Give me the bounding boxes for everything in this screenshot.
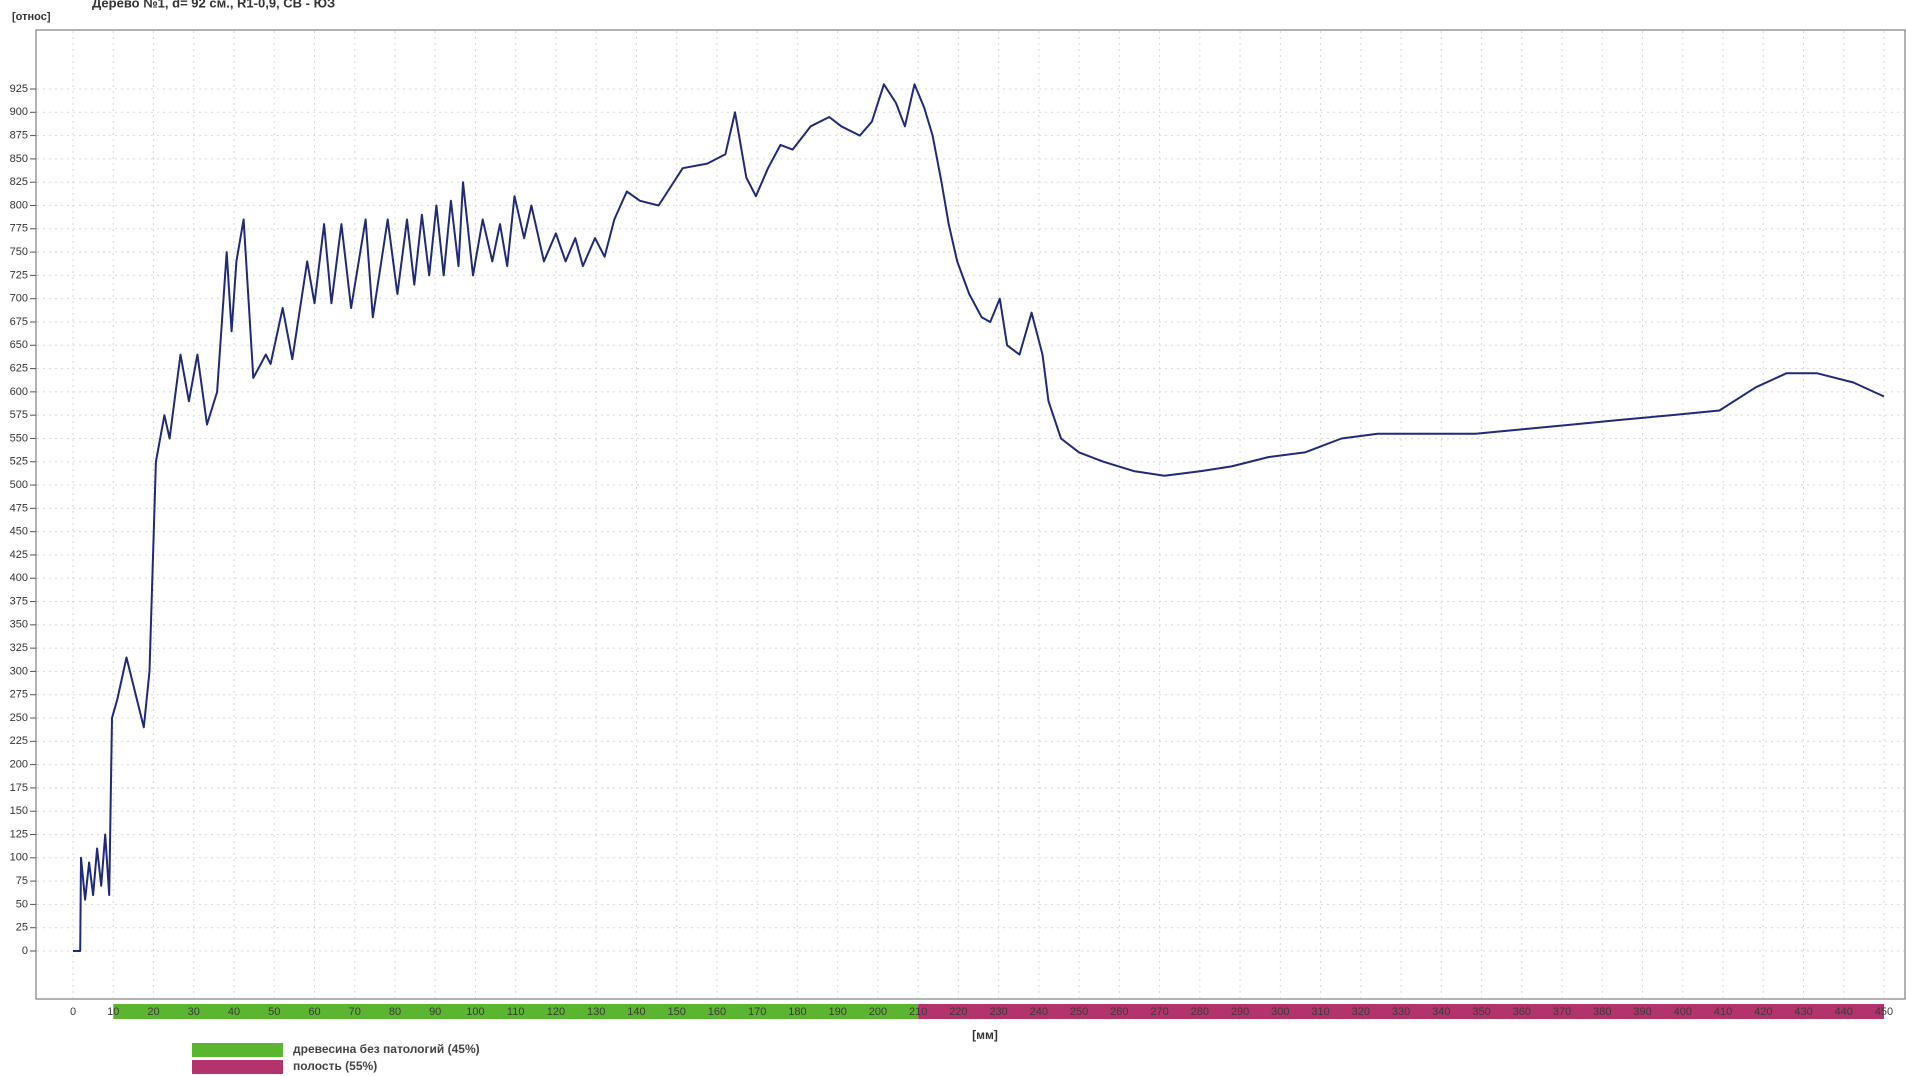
x-tick-label: 140: [627, 1006, 645, 1018]
x-tick-label: 260: [1110, 1006, 1128, 1018]
y-tick-label: 225: [10, 735, 28, 747]
x-tick-label: 370: [1553, 1006, 1571, 1018]
y-tick-label: 200: [10, 759, 28, 771]
y-tick-label: 575: [10, 409, 28, 421]
y-tick-label: 350: [10, 619, 28, 631]
y-tick-label: 800: [10, 199, 28, 211]
x-tick-label: 380: [1593, 1006, 1611, 1018]
x-tick-label: 150: [667, 1006, 685, 1018]
x-tick-label: 240: [1030, 1006, 1048, 1018]
x-tick-label: 420: [1754, 1006, 1772, 1018]
y-tick-label: 100: [10, 852, 28, 864]
x-tick-label: 400: [1674, 1006, 1692, 1018]
x-tick-label: 0: [70, 1006, 76, 1018]
x-tick-label: 60: [308, 1006, 320, 1018]
x-tick-label: 360: [1513, 1006, 1531, 1018]
x-tick-label: 300: [1271, 1006, 1289, 1018]
x-tick-label: 90: [429, 1006, 441, 1018]
y-tick-label: 700: [10, 293, 28, 305]
y-tick-label: 625: [10, 362, 28, 374]
y-tick-label: 825: [10, 176, 28, 188]
y-tick-label: 25: [16, 922, 28, 934]
y-tick-label: 325: [10, 642, 28, 654]
y-tick-label: 50: [16, 898, 28, 910]
x-tick-label: 450: [1875, 1006, 1893, 1018]
x-tick-label: 250: [1070, 1006, 1088, 1018]
y-tick-label: 0: [22, 945, 28, 957]
y-tick-label: 250: [10, 712, 28, 724]
x-axis-label: [мм]: [972, 1028, 998, 1042]
x-tick-label: 30: [188, 1006, 200, 1018]
y-tick-label: 925: [10, 83, 28, 95]
y-tick-label: 875: [10, 130, 28, 142]
x-tick-label: 290: [1231, 1006, 1249, 1018]
y-tick-label: 850: [10, 153, 28, 165]
plot-frame: [35, 29, 1906, 1000]
x-tick-label: 190: [828, 1006, 846, 1018]
x-tick-label: 110: [507, 1006, 525, 1018]
x-tick-label: 20: [147, 1006, 159, 1018]
x-tick-label: 70: [349, 1006, 361, 1018]
x-tick-label: 10: [107, 1006, 119, 1018]
x-tick-label: 230: [989, 1006, 1007, 1018]
y-tick-label: 175: [10, 782, 28, 794]
y-tick-label: 75: [16, 875, 28, 887]
y-tick-label: 275: [10, 689, 28, 701]
zone-bar: [113, 1004, 919, 1019]
legend-swatch: [192, 1060, 283, 1074]
x-tick-label: 270: [1150, 1006, 1168, 1018]
chart-title: Дерево №1, d= 92 см., R1-0,9, СВ - ЮЗ: [92, 0, 335, 10]
y-tick-label: 750: [10, 246, 28, 258]
x-tick-label: 180: [788, 1006, 806, 1018]
x-tick-label: 160: [708, 1006, 726, 1018]
x-tick-label: 430: [1794, 1006, 1812, 1018]
y-tick-label: 775: [10, 223, 28, 235]
data-line: [73, 83, 1885, 952]
x-tick-label: 390: [1633, 1006, 1651, 1018]
legend-label: полость (55%): [293, 1059, 377, 1073]
x-tick-label: 220: [949, 1006, 967, 1018]
y-tick-label: 125: [10, 828, 28, 840]
x-tick-label: 80: [389, 1006, 401, 1018]
x-tick-label: 350: [1472, 1006, 1490, 1018]
legend-label: древесина без патологий (45%): [293, 1042, 480, 1056]
y-tick-label: 675: [10, 316, 28, 328]
x-tick-label: 340: [1432, 1006, 1450, 1018]
x-tick-label: 210: [909, 1006, 927, 1018]
x-tick-label: 170: [748, 1006, 766, 1018]
x-tick-label: 320: [1352, 1006, 1370, 1018]
x-tick-label: 120: [547, 1006, 565, 1018]
y-tick-label: 400: [10, 572, 28, 584]
x-tick-label: 310: [1311, 1006, 1329, 1018]
x-tick-label: 280: [1191, 1006, 1209, 1018]
x-tick-label: 330: [1392, 1006, 1410, 1018]
zone-bar: [918, 1004, 1884, 1019]
y-tick-label: 500: [10, 479, 28, 491]
y-tick-label: 550: [10, 432, 28, 444]
y-tick-label: 425: [10, 549, 28, 561]
y-tick-label: 900: [10, 106, 28, 118]
x-tick-label: 100: [466, 1006, 484, 1018]
y-tick-label: 475: [10, 502, 28, 514]
y-tick-label: 650: [10, 339, 28, 351]
y-tick-label: 450: [10, 526, 28, 538]
legend-swatch: [192, 1043, 283, 1057]
x-tick-label: 410: [1714, 1006, 1732, 1018]
y-tick-label: 150: [10, 805, 28, 817]
y-axis-label: [относ]: [12, 11, 51, 23]
x-tick-label: 50: [268, 1006, 280, 1018]
y-tick-label: 600: [10, 386, 28, 398]
x-tick-label: 40: [228, 1006, 240, 1018]
y-tick-label: 525: [10, 456, 28, 468]
y-tick-label: 375: [10, 595, 28, 607]
x-tick-label: 440: [1835, 1006, 1853, 1018]
x-tick-label: 130: [587, 1006, 605, 1018]
y-tick-label: 300: [10, 665, 28, 677]
y-tick-label: 725: [10, 269, 28, 281]
x-tick-label: 200: [869, 1006, 887, 1018]
